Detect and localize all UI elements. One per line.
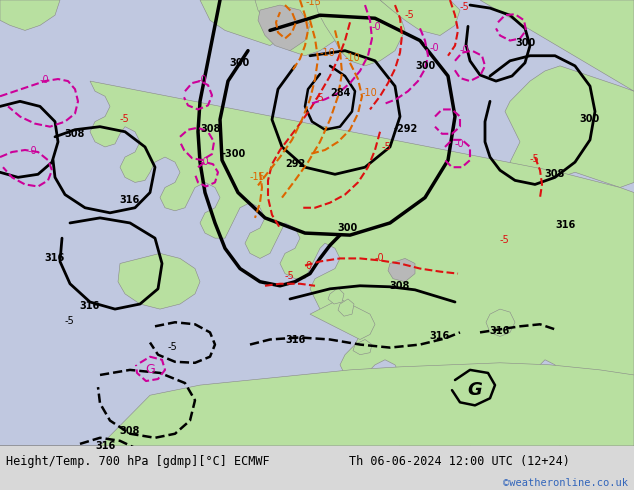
Text: -0: -0 — [28, 146, 37, 156]
Polygon shape — [0, 0, 60, 30]
Polygon shape — [353, 340, 372, 355]
Text: -5: -5 — [168, 342, 178, 352]
Text: -0: -0 — [375, 253, 385, 264]
Polygon shape — [486, 309, 515, 337]
Text: -0: -0 — [430, 43, 439, 52]
Text: 316: 316 — [45, 253, 65, 264]
Polygon shape — [118, 253, 200, 309]
Text: -0: -0 — [40, 75, 49, 85]
Text: -5: -5 — [120, 114, 130, 123]
Polygon shape — [310, 299, 375, 340]
Text: 316: 316 — [490, 326, 510, 337]
Polygon shape — [315, 0, 405, 66]
Text: 292: 292 — [285, 159, 305, 169]
Text: -5: -5 — [460, 2, 470, 12]
Text: 0: 0 — [305, 261, 311, 270]
Text: -10: -10 — [320, 48, 336, 58]
Text: G: G — [468, 381, 482, 399]
Polygon shape — [338, 299, 354, 316]
Polygon shape — [90, 81, 634, 446]
Text: 308: 308 — [545, 170, 565, 179]
Polygon shape — [258, 5, 310, 50]
Text: 316: 316 — [285, 335, 305, 344]
Text: 300: 300 — [415, 61, 435, 71]
Text: -5: -5 — [315, 93, 325, 103]
Text: 300: 300 — [230, 58, 250, 68]
Text: 300: 300 — [338, 223, 358, 233]
Text: 300: 300 — [515, 38, 535, 48]
Polygon shape — [0, 0, 634, 446]
Polygon shape — [328, 288, 344, 304]
Text: ©weatheronline.co.uk: ©weatheronline.co.uk — [503, 478, 628, 489]
Text: 316: 316 — [430, 332, 450, 342]
Text: 316: 316 — [80, 301, 100, 311]
Text: -0: -0 — [460, 45, 470, 55]
Text: 316: 316 — [120, 195, 140, 205]
Text: -5: -5 — [530, 154, 540, 164]
Text: -5: -5 — [65, 316, 75, 326]
Text: -5: -5 — [405, 10, 415, 20]
Text: 308: 308 — [65, 129, 85, 139]
Text: -15: -15 — [306, 0, 322, 7]
Text: 300: 300 — [580, 114, 600, 123]
Text: -10: -10 — [362, 88, 378, 98]
Text: 316: 316 — [95, 441, 115, 451]
Polygon shape — [255, 0, 345, 56]
Text: Height/Temp. 700 hPa [gdmp][°C] ECMWF: Height/Temp. 700 hPa [gdmp][°C] ECMWF — [6, 455, 270, 468]
Polygon shape — [380, 0, 460, 35]
Polygon shape — [388, 258, 415, 282]
Text: G: G — [145, 364, 155, 376]
Text: 308: 308 — [390, 281, 410, 291]
Text: -300: -300 — [222, 149, 246, 159]
Text: Th 06-06-2024 12:00 UTC (12+24): Th 06-06-2024 12:00 UTC (12+24) — [349, 455, 569, 468]
Text: 308: 308 — [200, 124, 221, 134]
Text: -5: -5 — [382, 142, 392, 152]
Text: 316: 316 — [555, 220, 575, 230]
Text: -0: -0 — [198, 75, 207, 85]
Text: -5: -5 — [285, 270, 295, 281]
Text: -292: -292 — [393, 124, 417, 134]
Text: -15: -15 — [250, 172, 266, 182]
Text: -10: -10 — [345, 53, 361, 63]
Text: 284: 284 — [330, 88, 350, 98]
Text: -5: -5 — [500, 235, 510, 245]
Text: 308: 308 — [120, 426, 140, 436]
Text: -0: -0 — [200, 157, 210, 167]
Polygon shape — [480, 0, 634, 188]
Polygon shape — [0, 363, 634, 446]
Polygon shape — [200, 0, 290, 46]
Text: -0: -0 — [372, 23, 382, 32]
Text: -0: -0 — [455, 139, 465, 149]
